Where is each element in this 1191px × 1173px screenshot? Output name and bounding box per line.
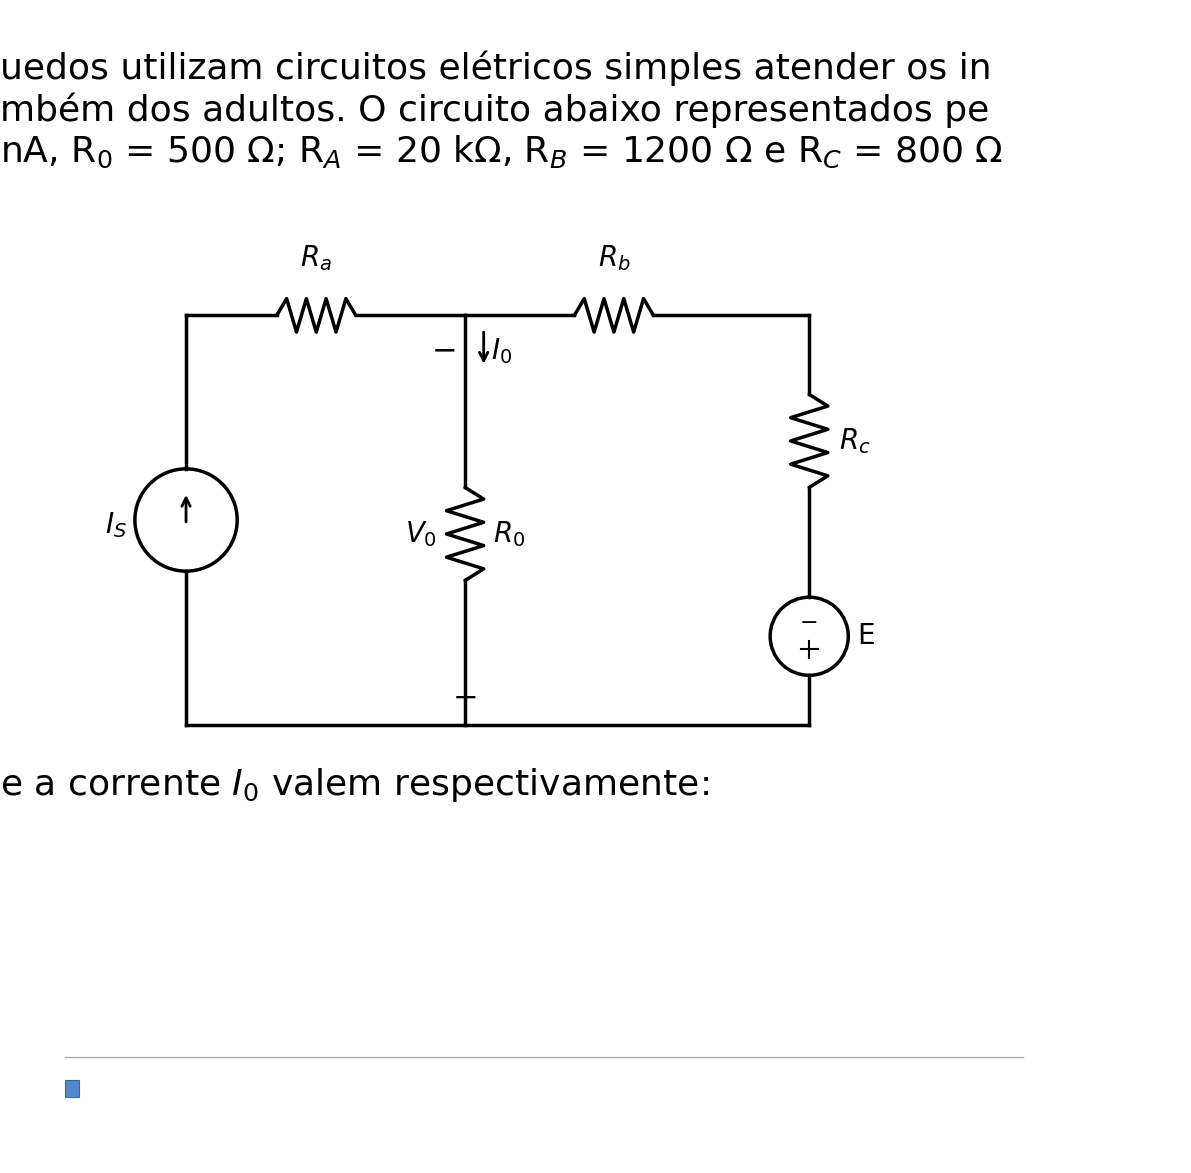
- Text: +: +: [453, 684, 478, 713]
- Text: $I_0$: $I_0$: [491, 335, 512, 366]
- Text: $I_S$: $I_S$: [106, 510, 127, 540]
- Text: E: E: [858, 622, 875, 650]
- FancyBboxPatch shape: [66, 1080, 79, 1097]
- Text: $R_0$: $R_0$: [493, 518, 525, 549]
- Text: nA, R$_0$ = 500 $\Omega$; R$_A$ = 20 k$\Omega$, R$_B$ = 1200 $\Omega$ e R$_C$ = : nA, R$_0$ = 500 $\Omega$; R$_A$ = 20 k$\…: [0, 134, 1003, 170]
- Text: $R_b$: $R_b$: [598, 243, 630, 272]
- Text: e a corrente $I_0$ valem respectivamente:: e a corrente $I_0$ valem respectivamente…: [0, 766, 709, 805]
- Text: −: −: [800, 613, 818, 633]
- Text: mbém dos adultos. O circuito abaixo representados pe: mbém dos adultos. O circuito abaixo repr…: [0, 93, 990, 128]
- Text: $R_a$: $R_a$: [300, 243, 332, 272]
- Text: −: −: [432, 337, 457, 365]
- Text: uedos utilizam circuitos elétricos simples atender os in: uedos utilizam circuitos elétricos simpl…: [0, 50, 992, 86]
- Text: $V_0$: $V_0$: [405, 518, 437, 549]
- Text: $R_c$: $R_c$: [838, 426, 871, 456]
